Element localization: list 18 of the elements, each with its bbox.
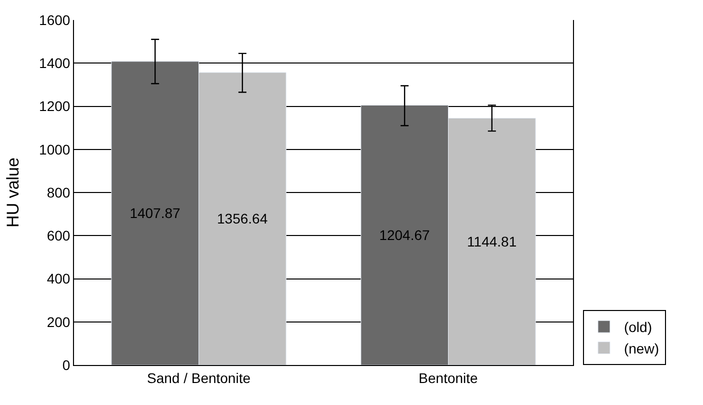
y-tick-label: 600 bbox=[46, 228, 70, 244]
y-axis-title: HU value bbox=[4, 158, 23, 228]
y-tick-label: 1000 bbox=[39, 141, 70, 158]
x-tick-label: Sand / Bentonite bbox=[146, 370, 251, 386]
y-tick-label: 0 bbox=[62, 356, 70, 373]
data-label: 1144.81 bbox=[467, 234, 517, 250]
x-tick-label: Bentonite bbox=[418, 370, 478, 386]
legend-label: (old) bbox=[624, 319, 652, 336]
data-label: 1204.67 bbox=[379, 227, 430, 244]
y-tick-label: 400 bbox=[46, 270, 70, 287]
y-tick-label: 1600 bbox=[39, 12, 70, 28]
data-label: 1407.87 bbox=[130, 205, 180, 222]
legend-label: (new) bbox=[624, 340, 659, 356]
y-tick-label: 800 bbox=[46, 184, 70, 200]
y-tick-label: 1200 bbox=[39, 98, 70, 114]
data-label: 1356.64 bbox=[217, 210, 268, 227]
y-tick-label: 1400 bbox=[39, 55, 70, 72]
y-tick-label: 200 bbox=[46, 314, 70, 330]
